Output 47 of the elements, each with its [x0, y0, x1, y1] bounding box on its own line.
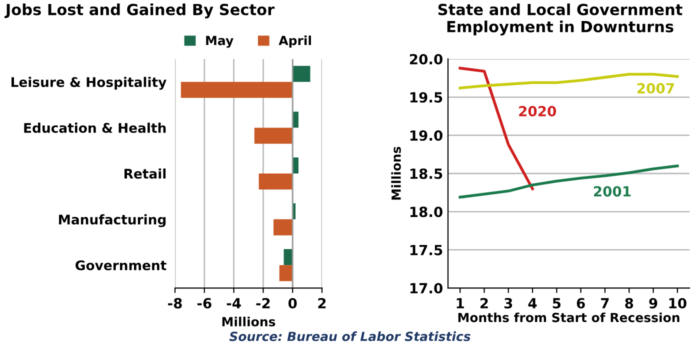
chart-title: Jobs Lost and Gained By Sector — [4, 3, 275, 18]
chart-title: State and Local Government Employment in Downturns — [438, 3, 682, 36]
x-tick-label: -8 — [168, 298, 182, 308]
y-tick-label: 20.0 — [410, 54, 442, 64]
y-tick-label: 17.5 — [410, 244, 442, 256]
x-tick-label: 6 — [576, 298, 585, 308]
y-tick-label: 19.5 — [410, 92, 442, 103]
x-tick-label: -6 — [197, 298, 212, 308]
x-tick-label: 3 — [504, 298, 512, 308]
x-tick-label: 2 — [480, 298, 488, 308]
bar — [180, 82, 293, 98]
legend-label: April — [278, 36, 311, 48]
bar — [254, 128, 293, 144]
series-label: 2007 — [637, 83, 674, 94]
series-label: 2001 — [594, 186, 631, 197]
y-tick-label: 19.0 — [410, 130, 442, 141]
legend-label: May — [206, 36, 234, 48]
x-tick-label: 4 — [528, 298, 537, 308]
bar — [284, 249, 293, 266]
bar — [258, 174, 293, 190]
x-tick-label: 10 — [669, 298, 686, 308]
x-tick-label: 7 — [601, 298, 609, 308]
x-axis-title: Millions — [222, 316, 276, 326]
x-tick-label: 0 — [288, 298, 297, 308]
x-tick-label: -4 — [226, 298, 241, 308]
y-tick-label: 17.0 — [410, 282, 442, 294]
line-series — [458, 164, 679, 199]
y-tick-label: Government — [76, 260, 166, 270]
x-tick-label: -2 — [256, 298, 270, 308]
x-tick-label: 9 — [649, 298, 658, 308]
bar — [273, 219, 293, 236]
y-tick-label: Retail — [124, 168, 166, 179]
y-tick-label: Manufacturing — [59, 214, 166, 228]
bar — [292, 66, 310, 82]
x-tick-label: 5 — [552, 298, 561, 308]
y-tick-label: Leisure & Hospitality — [12, 76, 166, 90]
series-label: 2020 — [519, 106, 556, 116]
x-tick-label: 8 — [625, 298, 634, 308]
x-axis-title: Months from Start of Recession — [458, 312, 680, 322]
x-tick-label: 1 — [456, 298, 464, 308]
bar — [279, 265, 293, 282]
source-note: Source: Bureau of Labor Statistics — [229, 331, 470, 342]
y-tick-label: 18.5 — [410, 168, 442, 179]
x-tick-label: 2 — [318, 298, 326, 308]
y-tick-label: Education & Health — [24, 122, 166, 133]
y-axis-title: Millions — [391, 146, 401, 200]
y-tick-label: 18.0 — [410, 206, 442, 218]
